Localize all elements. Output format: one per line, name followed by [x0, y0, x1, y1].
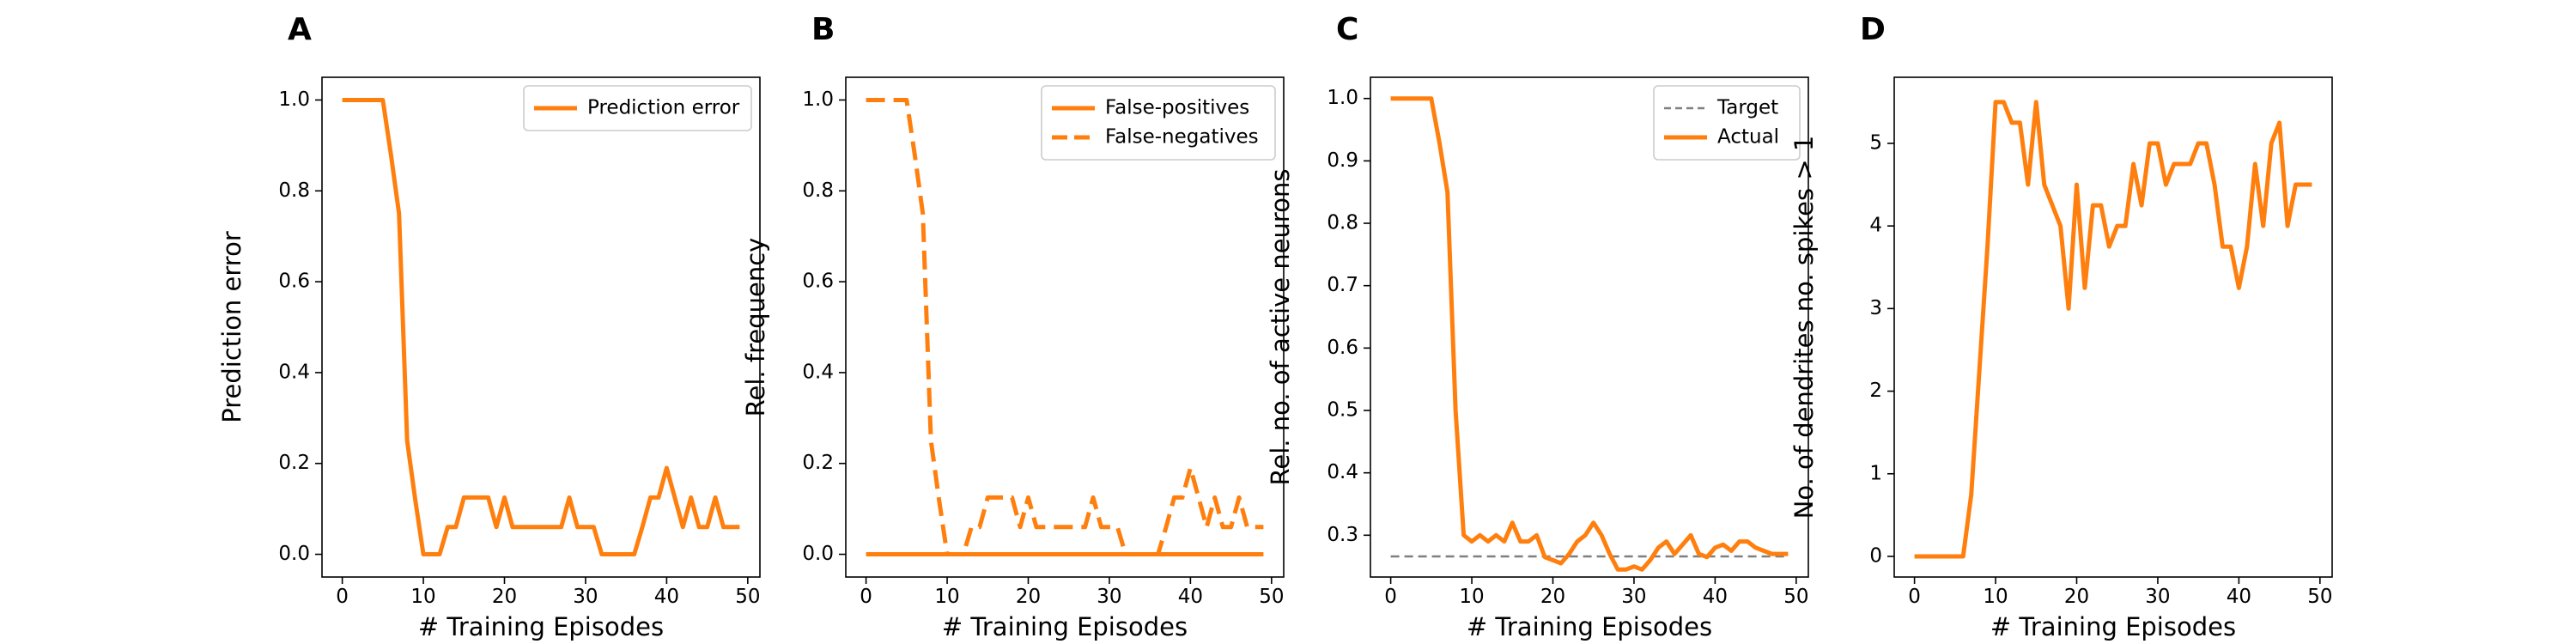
x-tick-label: 40	[1178, 586, 1203, 608]
y-tick-label: 0.2	[802, 452, 834, 474]
x-tick-label: 40	[654, 586, 679, 608]
y-tick-label: 4	[1869, 215, 1882, 237]
x-tick-label: 30	[2145, 586, 2170, 608]
series-line-line	[1914, 100, 2312, 559]
y-tick-label: 0.4	[802, 361, 834, 383]
legend-box	[523, 85, 752, 131]
y-tick-label: 0.4	[278, 361, 310, 383]
y-tick-label: 0.8	[1327, 212, 1358, 234]
panel-letter: C	[1336, 12, 1358, 47]
series-group	[1390, 96, 1789, 572]
x-tick-label: 20	[492, 586, 517, 608]
y-tick-label: 2	[1869, 380, 1882, 402]
y-tick-label: 3	[1869, 297, 1882, 319]
x-tick-label: 20	[2064, 586, 2089, 608]
y-tick-label: 0	[1869, 544, 1882, 567]
x-tick-label: 0	[1908, 586, 1921, 608]
y-tick-label: 0.9	[1327, 149, 1358, 172]
series-group	[342, 97, 740, 557]
y-tick-label: 0.0	[802, 543, 834, 565]
legend: Prediction error	[523, 85, 752, 131]
y-tick-label: 1	[1869, 462, 1882, 484]
y-axis-label: No. of dendrites no. spikes > 1	[1789, 136, 1819, 519]
y-axis-label: Rel. no. of active neurons	[1266, 169, 1295, 486]
x-tick-label: 10	[1983, 586, 2008, 608]
y-tick-label: 0.6	[1327, 337, 1358, 359]
panels: A0 10 20 30 40 500.00.20.40.60.81.0# Training…	[217, 12, 2333, 641]
series-prediction-error-line	[342, 97, 740, 557]
y-tick-label: 0.6	[278, 270, 310, 293]
x-tick-label: 30	[1621, 586, 1646, 608]
y-tick-label: 0.0	[278, 543, 310, 565]
panel-a: A 0 10 20 30 40 50 0.0 0.2 0.4 0.6 0.8 1.0 # Training…	[217, 12, 761, 641]
x-axis-label: # Training Episodes	[942, 612, 1188, 641]
y-axis-label: Prediction error	[217, 231, 246, 423]
y-tick-label: 0.5	[1327, 399, 1358, 422]
axes-frame	[1370, 76, 1809, 578]
x-tick-label: 30	[573, 586, 598, 608]
series-false-negatives-line	[866, 97, 1264, 557]
x-tick-label: 50	[2307, 586, 2332, 608]
x-tick-label: 10	[410, 586, 435, 608]
legend-label: False-positives	[1105, 97, 1249, 119]
y-tick-label: 0.6	[802, 270, 834, 293]
y-tick-label: 0.2	[278, 452, 310, 474]
y-tick-label: 1.0	[278, 88, 310, 111]
y-tick-label: 0.8	[278, 179, 310, 202]
x-tick-label: 50	[735, 586, 760, 608]
x-tick-label: 0	[1384, 586, 1397, 608]
axes-frame	[845, 76, 1285, 578]
axes-frame	[321, 76, 761, 578]
series-group	[1914, 100, 2312, 559]
x-tick-label: 10	[934, 586, 959, 608]
x-tick-label: 0	[860, 586, 872, 608]
x-tick-label: 20	[1016, 586, 1041, 608]
x-tick-label: 20	[1540, 586, 1565, 608]
panel-c: C 0 10 20 30 40 50 0.3 0.4 0.5 0.6 0.7 0.8 0.9 1.0 # Tr…	[1266, 12, 1809, 641]
y-tick-label: 0.4	[1327, 461, 1358, 483]
y-tick-label: 0.3	[1327, 524, 1358, 546]
x-tick-label: 50	[1783, 586, 1808, 608]
legend-box	[1041, 85, 1276, 161]
legend-label: Target	[1716, 97, 1778, 119]
x-axis-label: # Training Episodes	[418, 612, 664, 641]
series-actual-line	[1390, 96, 1789, 572]
y-tick-label: 1.0	[802, 88, 834, 111]
axes-frame	[1893, 76, 2333, 578]
y-tick-label: 1.0	[1327, 87, 1358, 109]
legend-label: Prediction error	[587, 97, 740, 119]
x-tick-label: 50	[1259, 586, 1284, 608]
panel-letter: A	[288, 12, 312, 47]
x-axis-label: # Training Episodes	[1990, 612, 2236, 641]
legend: Target Actual	[1653, 85, 1801, 161]
panel-letter: B	[811, 12, 835, 47]
panel-letter: D	[1860, 12, 1886, 47]
panel-d: D 0 10 20 30 40 50 0 1 2 3 4 5 # Training Episodes No.…	[1789, 12, 2333, 641]
legend-label: Actual	[1717, 126, 1779, 149]
legend-label: False-negatives	[1105, 126, 1259, 149]
x-tick-label: 30	[1097, 586, 1121, 608]
panel-b: B 0 10 20 30 40 50 0.0 0.2 0.4 0.6 0.8 1.0 # Training…	[741, 12, 1285, 641]
x-tick-label: 40	[1703, 586, 1728, 608]
legend: False-positives False-negatives	[1041, 85, 1276, 161]
series-group	[866, 97, 1264, 557]
y-tick-label: 0.8	[802, 179, 834, 202]
x-tick-label: 40	[2227, 586, 2251, 608]
x-tick-label: 0	[336, 586, 349, 608]
y-tick-label: 0.7	[1327, 274, 1358, 296]
y-axis-label: Rel. frequency	[741, 238, 770, 417]
y-tick-label: 5	[1869, 131, 1882, 154]
x-tick-label: 10	[1459, 586, 1484, 608]
legend-box	[1653, 85, 1801, 161]
x-axis-label: # Training Episodes	[1467, 612, 1712, 641]
